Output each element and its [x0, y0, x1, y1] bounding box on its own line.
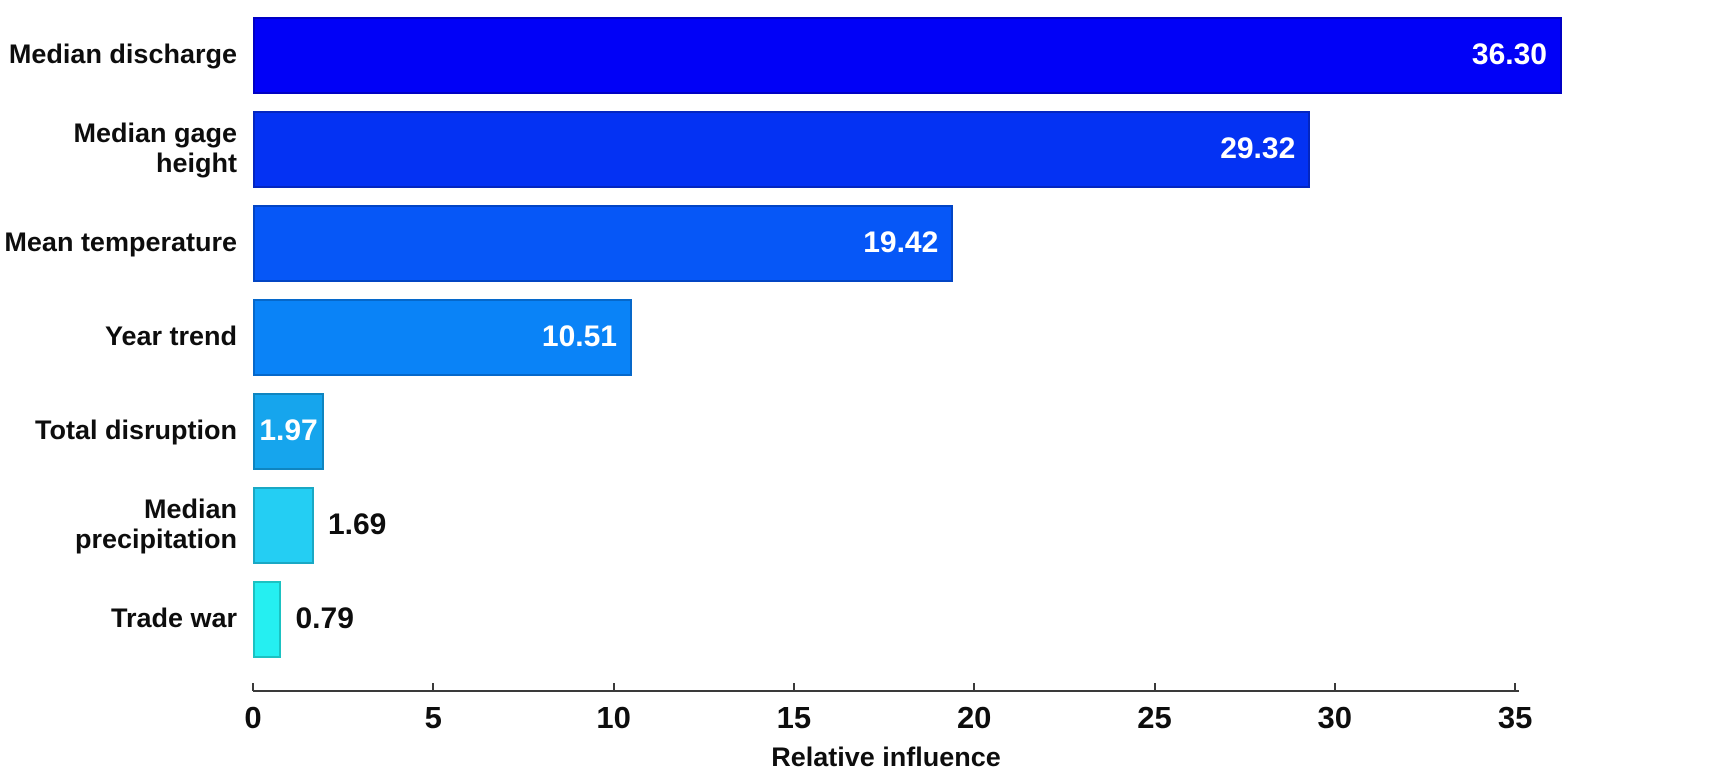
bar-year-trend: 10.51 — [253, 298, 632, 376]
value-label-median-discharge: 36.30 — [1471, 38, 1547, 71]
chart-row-total-disruption: Total disruption 1.97 — [0, 384, 1725, 478]
bar-track: 10.51 — [253, 290, 1725, 384]
chart-row-year-trend: Year trend 10.51 — [0, 290, 1725, 384]
bar-median-discharge: 36.30 — [253, 16, 1562, 94]
category-label-trade-war: Trade war — [110, 603, 237, 634]
chart-row-median-discharge: Median discharge 36.30 — [0, 8, 1725, 102]
bar-track: 19.42 — [253, 196, 1725, 290]
value-label-median-precipitation: 1.69 — [327, 508, 387, 541]
bars-area: Median discharge 36.30 Median gage height 2… — [0, 8, 1725, 666]
value-label-year-trend: 10.51 — [541, 320, 617, 353]
bar-median-gage-height: 29.32 — [253, 110, 1311, 188]
x-tick-mark-30 — [1333, 683, 1336, 691]
bar-track: 36.30 — [253, 8, 1725, 102]
bar-median-precipitation — [253, 486, 314, 564]
x-tick-mark-10 — [612, 683, 615, 691]
x-tick-mark-15 — [792, 683, 795, 691]
x-tick-mark-5 — [432, 683, 435, 691]
x-tick-mark-20 — [973, 683, 976, 691]
x-tick-mark-35 — [1514, 683, 1517, 691]
x-tick-label-20: 20 — [956, 700, 992, 735]
category-label-median-precipitation: Median precipitation — [74, 494, 237, 554]
x-tick-label-5: 5 — [424, 700, 442, 735]
category-label-mean-temperature: Mean temperature — [4, 227, 237, 258]
value-label-total-disruption: 1.97 — [259, 414, 318, 447]
category-label-median-discharge: Median discharge — [8, 39, 237, 70]
bar-track: 0.79 — [253, 572, 1725, 666]
x-tick-label-0: 0 — [244, 700, 262, 735]
chart-row-trade-war: Trade war 0.79 — [0, 572, 1725, 666]
bar-track: 29.32 — [253, 102, 1725, 196]
bar-total-disruption: 1.97 — [253, 392, 325, 470]
x-axis-title: Relative influence — [771, 742, 1001, 772]
x-tick-mark-0 — [252, 683, 254, 691]
bar-track: 1.97 — [253, 384, 1725, 478]
value-label-trade-war: 0.79 — [295, 602, 354, 635]
category-label-total-disruption: Total disruption — [35, 415, 237, 446]
bar-mean-temperature: 19.42 — [253, 204, 954, 282]
chart-row-mean-temperature: Mean temperature 19.42 — [0, 196, 1725, 290]
category-label-year-trend: Year trend — [104, 321, 237, 352]
chart-row-median-precipitation: Median precipitation 1.69 — [0, 478, 1725, 572]
x-tick-label-10: 10 — [596, 700, 631, 735]
x-tick-label-25: 25 — [1137, 700, 1172, 735]
x-tick-label-35: 35 — [1497, 700, 1533, 735]
bar-track: 1.69 — [253, 478, 1725, 572]
value-label-mean-temperature: 19.42 — [863, 226, 939, 259]
bar-trade-war — [253, 580, 282, 658]
chart-row-median-gage-height: Median gage height 29.32 — [0, 102, 1725, 196]
category-label-median-gage-height: Median gage height — [73, 118, 237, 178]
x-tick-mark-25 — [1153, 683, 1156, 691]
x-tick-label-15: 15 — [776, 700, 812, 735]
x-tick-label-30: 30 — [1317, 700, 1353, 735]
x-axis-line — [253, 690, 1519, 692]
value-label-median-gage-height: 29.32 — [1220, 132, 1296, 165]
